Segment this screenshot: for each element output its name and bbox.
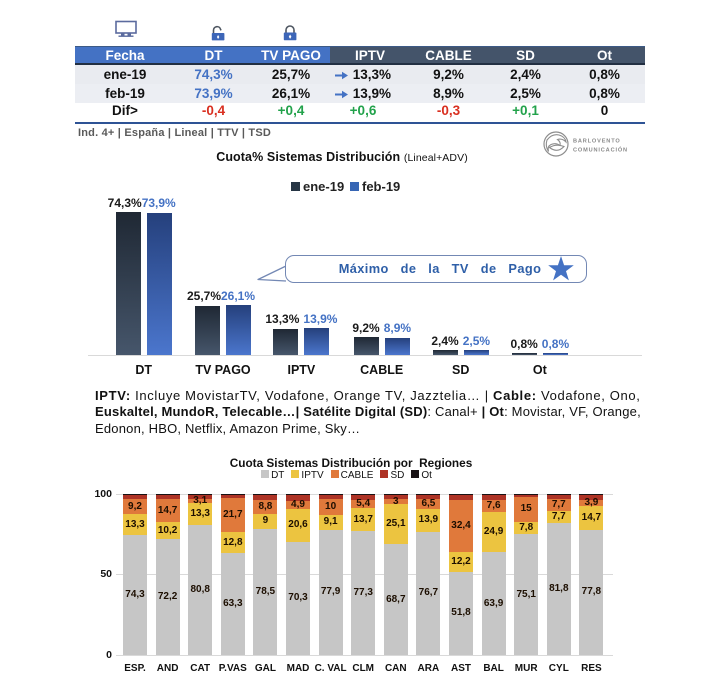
svg-text:BARLOVENTO: BARLOVENTO [573, 139, 621, 145]
svg-text:COMUNICACIÓN: COMUNICACIÓN [573, 146, 628, 154]
